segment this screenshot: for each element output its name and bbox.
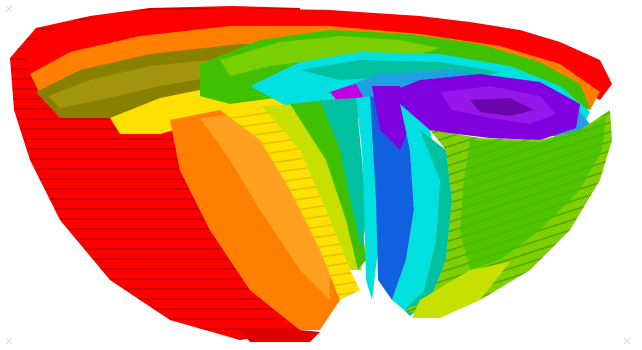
top-rim-red — [24, 8, 612, 100]
central-fissure — [356, 96, 378, 300]
outer-shell-base — [240, 330, 320, 342]
cut-face-right-teal — [404, 130, 452, 316]
cut-face-orange — [170, 110, 340, 330]
cut-face-yellow-steps — [220, 106, 360, 300]
top-band-green-light — [220, 36, 440, 76]
corner-mark-bottom-left — [5, 337, 13, 345]
corner-mark-bottom-right — [623, 337, 631, 345]
cut-face-right-violet — [372, 86, 412, 150]
cut-face-teal — [320, 98, 366, 250]
cut-face-orange-light — [200, 114, 330, 300]
corner-mark-top-left — [5, 5, 13, 13]
core-top-ring-dark — [470, 98, 534, 116]
cut-face-yellow-green — [262, 104, 362, 270]
cut-face-right-cyan — [392, 104, 440, 310]
outer-shell-right-bottom-yellow — [412, 262, 510, 318]
outer-shell-right-green — [460, 116, 606, 270]
cut-face-right-blue — [370, 96, 414, 300]
